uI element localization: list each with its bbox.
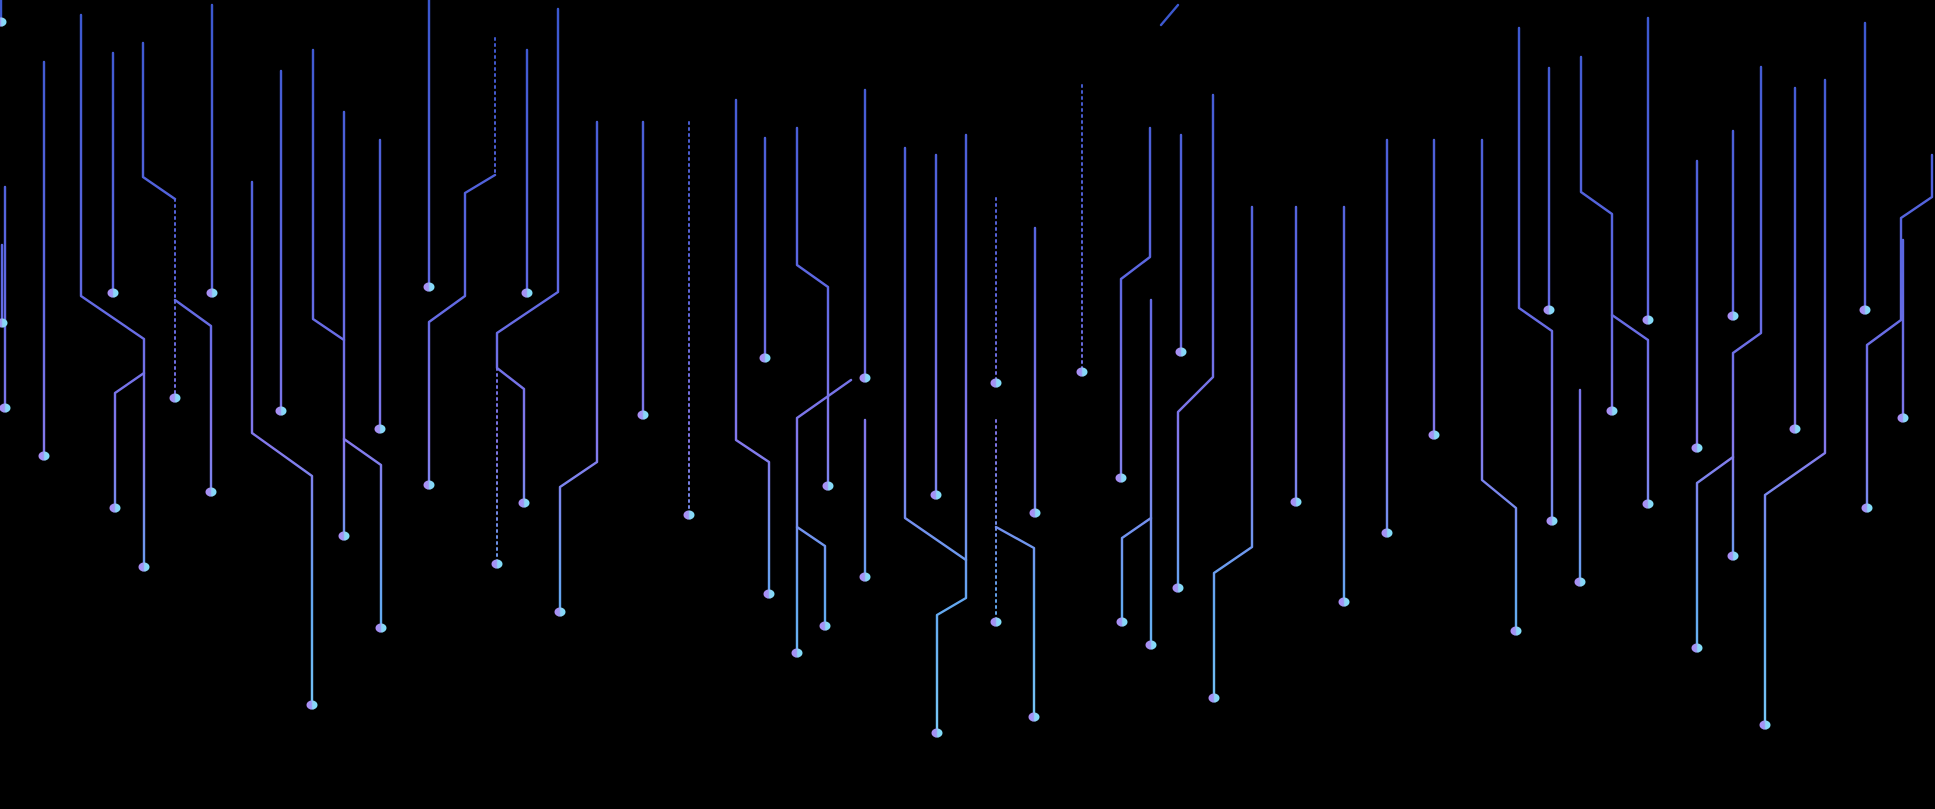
circuit-trace: [795, 126, 830, 488]
trace-endpoint-dot: [275, 406, 287, 416]
trace-endpoint-dot: [0, 318, 8, 328]
circuit-trace: [734, 98, 771, 596]
trace-endpoint-dot: [1759, 720, 1771, 730]
circuit-trace: [1212, 205, 1254, 700]
trace-endpoint-dot: [205, 487, 217, 497]
circuit-trace: [1610, 313, 1650, 506]
trace-endpoint-dot: [1208, 693, 1220, 703]
trace-endpoint-dot: [1145, 640, 1157, 650]
trace-endpoint-dot: [1116, 617, 1128, 627]
trace-endpoint-dot: [1606, 406, 1618, 416]
trace-endpoint-dot: [683, 510, 695, 520]
trace-endpoint-dot: [1028, 712, 1040, 722]
trace-endpoint-dot: [1172, 583, 1184, 593]
trace-endpoint-dot: [518, 498, 530, 508]
circuit-trace: [1517, 26, 1554, 523]
trace-endpoint-dot: [338, 531, 350, 541]
trace-endpoint-dot: [554, 607, 566, 617]
trace-endpoint-dot: [990, 378, 1002, 388]
circuit-trace: [1480, 138, 1518, 633]
circuit-trace: [1763, 78, 1827, 727]
trace-endpoint-dot: [423, 480, 435, 490]
trace-endpoint-dot: [1076, 367, 1088, 377]
trace-dots-group: [0, 17, 1909, 738]
trace-endpoint-dot: [1338, 597, 1350, 607]
trace-endpoint-dot: [521, 288, 533, 298]
circuit-trace: [173, 298, 213, 494]
trace-endpoint-dot: [763, 589, 775, 599]
circuit-trace: [935, 133, 968, 735]
circuit-trace: [1731, 65, 1763, 558]
circuit-trace: [113, 371, 146, 510]
circuit-trace: [342, 437, 383, 630]
trace-endpoint-dot: [1175, 347, 1187, 357]
circuit-trace: [994, 525, 1036, 719]
circuit-trace: [1176, 93, 1215, 590]
circuit-trace: [1159, 3, 1180, 27]
circuit-trace: [1695, 455, 1735, 650]
trace-endpoint-dot: [1290, 497, 1302, 507]
trace-endpoint-dot: [637, 410, 649, 420]
trace-endpoint-dot: [1859, 305, 1871, 315]
circuit-trace: [79, 13, 146, 569]
trace-endpoint-dot: [1381, 528, 1393, 538]
trace-endpoint-dot: [306, 700, 318, 710]
trace-endpoint-dot: [1789, 424, 1801, 434]
trace-endpoint-dot: [375, 623, 387, 633]
trace-endpoint-dot: [1727, 551, 1739, 561]
trace-endpoint-dot: [1428, 430, 1440, 440]
trace-endpoint-dot: [491, 559, 503, 569]
trace-endpoint-dot: [1897, 413, 1909, 423]
trace-endpoint-dot: [169, 393, 181, 403]
trace-endpoint-dot: [1642, 499, 1654, 509]
circuit-trace: [250, 180, 314, 707]
trace-endpoint-dot: [109, 503, 121, 513]
trace-endpoint-dot: [423, 282, 435, 292]
trace-endpoint-dot: [859, 373, 871, 383]
trace-endpoint-dot: [930, 490, 942, 500]
trace-endpoint-dot: [1029, 508, 1041, 518]
trace-endpoint-dot: [1546, 516, 1558, 526]
circuit-trace: [427, 173, 497, 487]
trace-endpoint-dot: [1510, 626, 1522, 636]
trace-endpoint-dot: [1691, 443, 1703, 453]
trace-endpoint-dot: [206, 288, 218, 298]
circuit-trace: [311, 48, 346, 342]
trace-lines-group: [0, 0, 1934, 735]
trace-endpoint-dot: [138, 562, 150, 572]
trace-endpoint-dot: [1574, 577, 1586, 587]
circuit-trace: [903, 146, 968, 562]
trace-endpoint-dot: [107, 288, 119, 298]
circuit-trace: [1865, 153, 1934, 510]
trace-endpoint-dot: [1691, 643, 1703, 653]
circuit-trace: [795, 378, 853, 655]
circuit-trace: [558, 120, 599, 614]
circuit-trace: [795, 525, 827, 628]
trace-endpoint-dot: [0, 403, 11, 413]
trace-endpoint-dot: [791, 648, 803, 658]
trace-endpoint-dot: [859, 572, 871, 582]
circuit-trace: [1120, 516, 1153, 624]
circuit-trace: [495, 7, 560, 505]
trace-endpoint-dot: [931, 728, 943, 738]
trace-endpoint-dot: [759, 353, 771, 363]
trace-endpoint-dot: [1727, 311, 1739, 321]
trace-endpoint-dot: [819, 621, 831, 631]
circuit-trace: [141, 41, 177, 201]
circuit-trace: [1579, 55, 1614, 413]
trace-endpoint-dot: [990, 617, 1002, 627]
trace-endpoint-dot: [822, 481, 834, 491]
trace-endpoint-dot: [1861, 503, 1873, 513]
trace-endpoint-dot: [0, 17, 7, 27]
circuit-trace: [1119, 126, 1152, 480]
trace-endpoint-dot: [1642, 315, 1654, 325]
trace-endpoint-dot: [1115, 473, 1127, 483]
trace-endpoint-dot: [1543, 305, 1555, 315]
trace-endpoint-dot: [38, 451, 50, 461]
trace-endpoint-dot: [374, 424, 386, 434]
